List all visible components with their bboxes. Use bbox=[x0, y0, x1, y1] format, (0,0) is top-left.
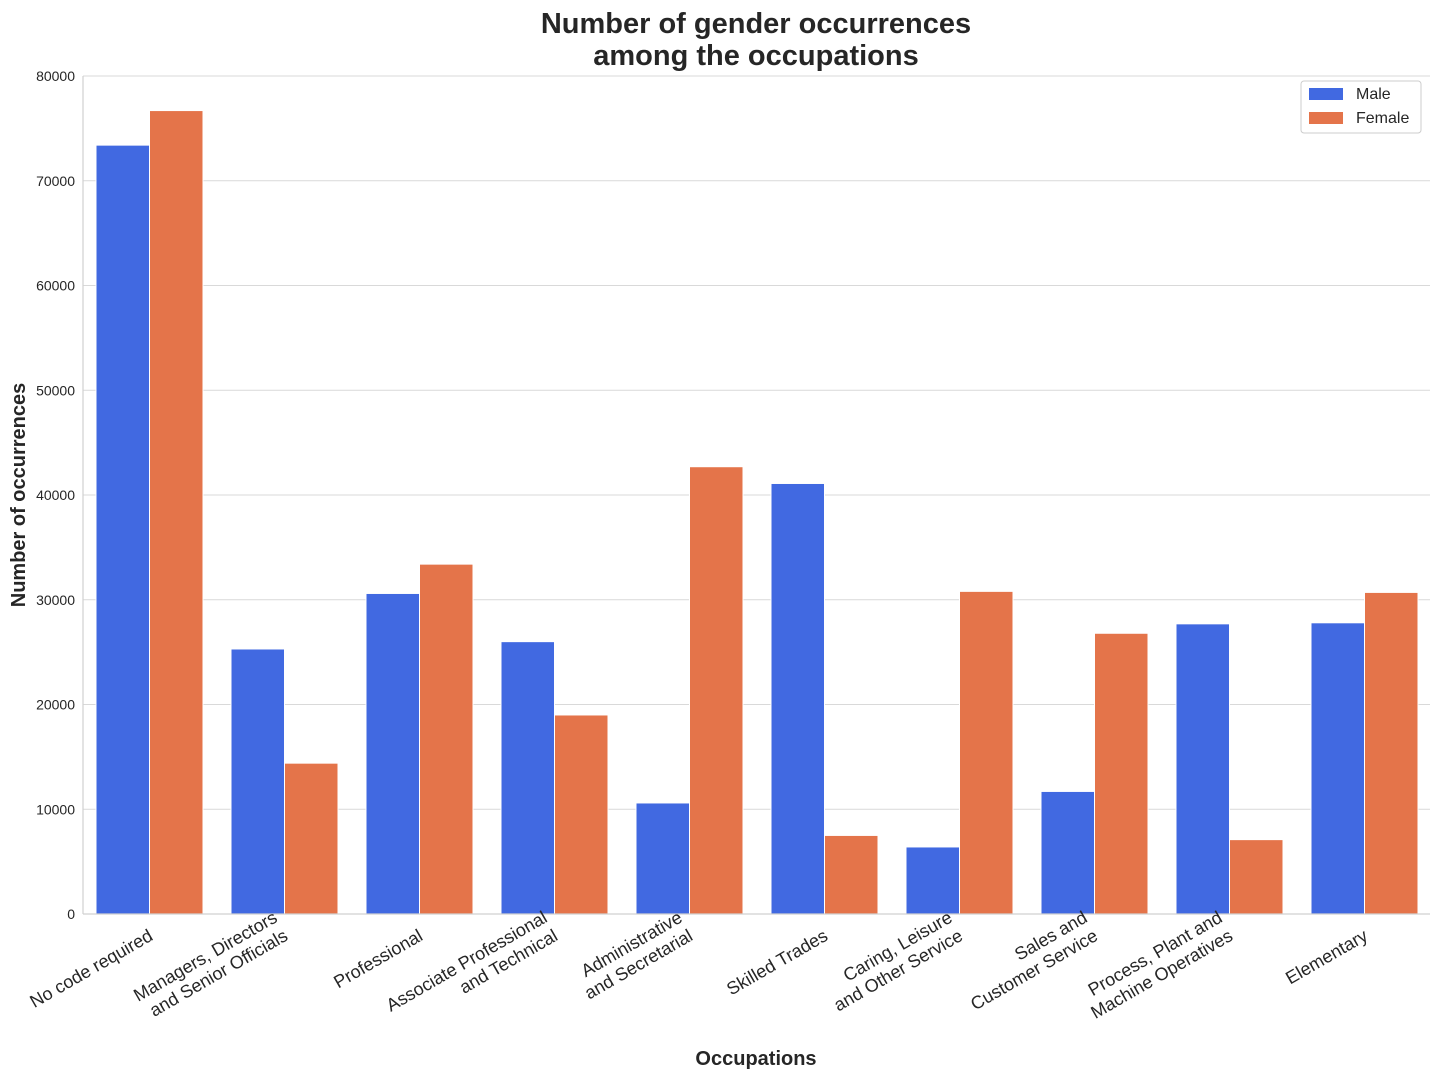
x-tick-label: Process, Plant andMachine Operatives bbox=[1077, 907, 1236, 1023]
y-tick-label: 80000 bbox=[36, 68, 75, 84]
bar-male bbox=[1040, 790, 1095, 915]
y-tick-label: 50000 bbox=[36, 382, 75, 398]
y-tick-label: 0 bbox=[67, 906, 75, 922]
bar-female bbox=[824, 834, 879, 915]
bar-female bbox=[149, 110, 204, 915]
x-tick-label: Associate Professionaland Technical bbox=[383, 907, 561, 1034]
legend-swatch-male bbox=[1309, 88, 1343, 100]
bar-male bbox=[500, 641, 555, 915]
bar-female bbox=[959, 590, 1014, 915]
bar-male bbox=[770, 482, 825, 915]
axes bbox=[82, 76, 1430, 915]
y-tick-label: 40000 bbox=[36, 487, 75, 503]
bars bbox=[95, 110, 1419, 915]
bar-male bbox=[905, 846, 960, 915]
legend-swatch-female bbox=[1309, 112, 1343, 124]
bar-male bbox=[365, 592, 420, 915]
bar-male bbox=[95, 144, 150, 915]
grid-lines bbox=[83, 75, 1430, 810]
x-tick-label: Skilled Trades bbox=[723, 925, 831, 999]
y-tick-label: 70000 bbox=[36, 173, 75, 189]
legend: Male Female bbox=[1300, 80, 1422, 134]
chart-title-line: Number of gender occurrences bbox=[541, 8, 971, 40]
x-tick-label: Elementary bbox=[1282, 925, 1371, 988]
bar-female bbox=[689, 466, 744, 915]
bar-female bbox=[284, 762, 339, 915]
x-tick-label: Administrativeand Secretarial bbox=[571, 907, 696, 1003]
x-tick-label: Managers, Directorsand Senior Officials bbox=[130, 907, 291, 1024]
bar-male bbox=[1310, 622, 1365, 915]
legend-label-female: Female bbox=[1356, 110, 1409, 127]
chart-title-line: among the occupations bbox=[593, 40, 918, 72]
x-tick-label: Sales andCustomer Service bbox=[957, 907, 1101, 1014]
bar-male bbox=[1175, 623, 1230, 915]
bar-female bbox=[554, 714, 609, 915]
bar-male bbox=[230, 648, 285, 915]
y-axis-title: Number of occurrences bbox=[8, 383, 30, 608]
bar-female bbox=[1229, 839, 1284, 915]
bar-female bbox=[1364, 591, 1419, 915]
x-tick-label: Caring, Leisureand Other Service bbox=[820, 907, 966, 1015]
bar-female bbox=[1094, 632, 1149, 915]
y-tick-label: 60000 bbox=[36, 278, 75, 294]
y-tick-label: 10000 bbox=[36, 801, 75, 817]
y-tick-label: 20000 bbox=[36, 697, 75, 713]
bar-female bbox=[419, 563, 474, 915]
y-tick-label: 30000 bbox=[36, 592, 75, 608]
y-tick-labels: 0 10000 20000 30000 40000 50000 60000 70000 8000… bbox=[36, 68, 75, 922]
legend-label-male: Male bbox=[1356, 86, 1391, 103]
bar-male bbox=[635, 802, 690, 915]
x-axis-title: Occupations bbox=[695, 1048, 816, 1070]
